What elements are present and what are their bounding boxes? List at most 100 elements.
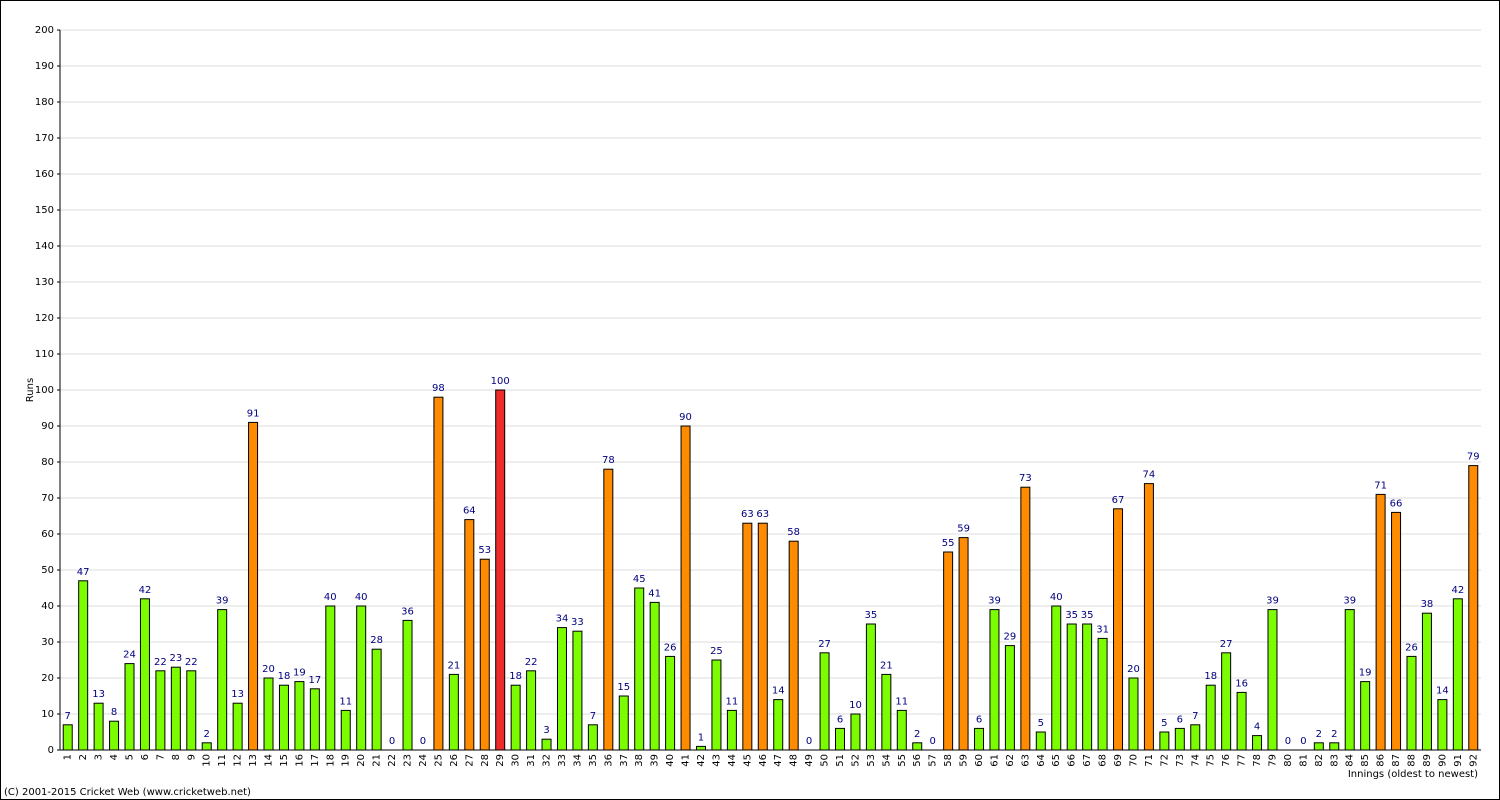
bar xyxy=(943,551,954,751)
value-label: 24 xyxy=(123,650,136,661)
value-label: 58 xyxy=(787,527,800,538)
value-label: 38 xyxy=(1421,599,1434,610)
value-label: 79 xyxy=(1467,452,1480,463)
x-tick-label: 63 xyxy=(1020,754,1031,767)
value-label: 6 xyxy=(1177,714,1183,725)
bar xyxy=(757,522,768,751)
y-tick-label: 90 xyxy=(41,421,54,432)
value-label: 16 xyxy=(1235,678,1248,689)
bar xyxy=(634,587,645,751)
value-label: 19 xyxy=(293,668,306,679)
bar xyxy=(788,540,799,751)
value-label: 15 xyxy=(617,682,630,693)
bar xyxy=(263,677,274,751)
value-label: 63 xyxy=(741,509,754,520)
bar xyxy=(881,673,892,751)
x-tick-label: 53 xyxy=(866,754,877,767)
y-tick-label: 0 xyxy=(48,745,54,756)
value-label: 17 xyxy=(308,675,321,686)
value-label: 33 xyxy=(571,617,584,628)
value-label: 0 xyxy=(389,736,395,747)
y-tick-label: 180 xyxy=(35,97,54,108)
bar xyxy=(1252,735,1263,751)
x-axis-title: Innings (oldest to newest) xyxy=(1348,769,1478,780)
value-label: 7 xyxy=(1192,711,1198,722)
x-tick-label: 27 xyxy=(464,754,475,767)
bar xyxy=(603,468,614,751)
x-tick-label: 84 xyxy=(1345,754,1356,767)
bar xyxy=(109,720,120,751)
x-tick-label: 48 xyxy=(789,754,800,767)
value-label: 39 xyxy=(988,596,1001,607)
x-tick-label: 23 xyxy=(403,754,414,767)
bar xyxy=(1190,724,1201,751)
value-label: 36 xyxy=(401,606,414,617)
x-tick-label: 7 xyxy=(155,754,166,760)
y-axis-title: Runs xyxy=(25,378,36,402)
bar xyxy=(974,727,985,751)
y-tick-label: 80 xyxy=(41,457,54,468)
x-tick-label: 32 xyxy=(542,754,553,767)
x-tick-label: 9 xyxy=(186,754,197,760)
x-tick-label: 31 xyxy=(526,754,537,767)
bar xyxy=(1066,623,1077,751)
bar xyxy=(896,709,907,751)
x-tick-label: 22 xyxy=(387,754,398,767)
value-label: 47 xyxy=(77,567,90,578)
bar xyxy=(618,695,629,751)
value-label: 3 xyxy=(543,725,549,736)
bar xyxy=(93,702,104,751)
bar xyxy=(526,670,537,751)
y-tick-label: 160 xyxy=(35,169,54,180)
bar xyxy=(155,670,166,751)
x-tick-label: 16 xyxy=(294,754,305,767)
x-tick-label: 86 xyxy=(1376,754,1387,767)
x-tick-label: 87 xyxy=(1391,754,1402,767)
y-tick-label: 70 xyxy=(41,493,54,504)
x-tick-label: 39 xyxy=(650,754,661,767)
value-label: 53 xyxy=(478,545,491,556)
value-label: 19 xyxy=(1359,668,1372,679)
bar xyxy=(1329,742,1340,751)
x-tick-label: 46 xyxy=(758,754,769,767)
bar xyxy=(1344,609,1355,751)
bar xyxy=(309,688,320,751)
bar xyxy=(186,670,197,751)
x-tick-label: 69 xyxy=(1113,754,1124,767)
y-tick-label: 190 xyxy=(35,61,54,72)
x-tick-label: 67 xyxy=(1082,754,1093,767)
bar xyxy=(850,713,861,751)
value-label: 90 xyxy=(679,412,692,423)
bar xyxy=(1313,742,1324,751)
value-label: 63 xyxy=(756,509,769,520)
value-label: 35 xyxy=(865,610,878,621)
x-tick-label: 26 xyxy=(449,754,460,767)
y-tick-label: 100 xyxy=(35,385,54,396)
x-tick-label: 78 xyxy=(1252,754,1263,767)
x-tick-label: 17 xyxy=(310,754,321,767)
bar xyxy=(1004,645,1015,751)
bar xyxy=(665,655,676,751)
value-label: 34 xyxy=(556,614,569,625)
bar xyxy=(695,745,706,751)
value-label: 98 xyxy=(432,383,445,394)
bar xyxy=(773,699,784,751)
x-tick-label: 82 xyxy=(1314,754,1325,767)
value-label: 39 xyxy=(1343,596,1356,607)
x-tick-label: 2 xyxy=(78,754,89,760)
value-label: 11 xyxy=(726,696,739,707)
bar xyxy=(1113,508,1124,751)
x-tick-label: 44 xyxy=(727,754,738,767)
bar xyxy=(865,623,876,751)
x-tick-label: 4 xyxy=(109,754,120,760)
x-tick-label: 70 xyxy=(1128,754,1139,767)
value-label: 14 xyxy=(1436,686,1449,697)
value-label: 27 xyxy=(1220,639,1233,650)
y-tick-label: 170 xyxy=(35,133,54,144)
bar xyxy=(958,537,969,751)
x-tick-label: 75 xyxy=(1206,754,1217,767)
value-label: 35 xyxy=(1081,610,1094,621)
x-tick-label: 72 xyxy=(1159,754,1170,767)
x-tick-label: 64 xyxy=(1036,754,1047,767)
